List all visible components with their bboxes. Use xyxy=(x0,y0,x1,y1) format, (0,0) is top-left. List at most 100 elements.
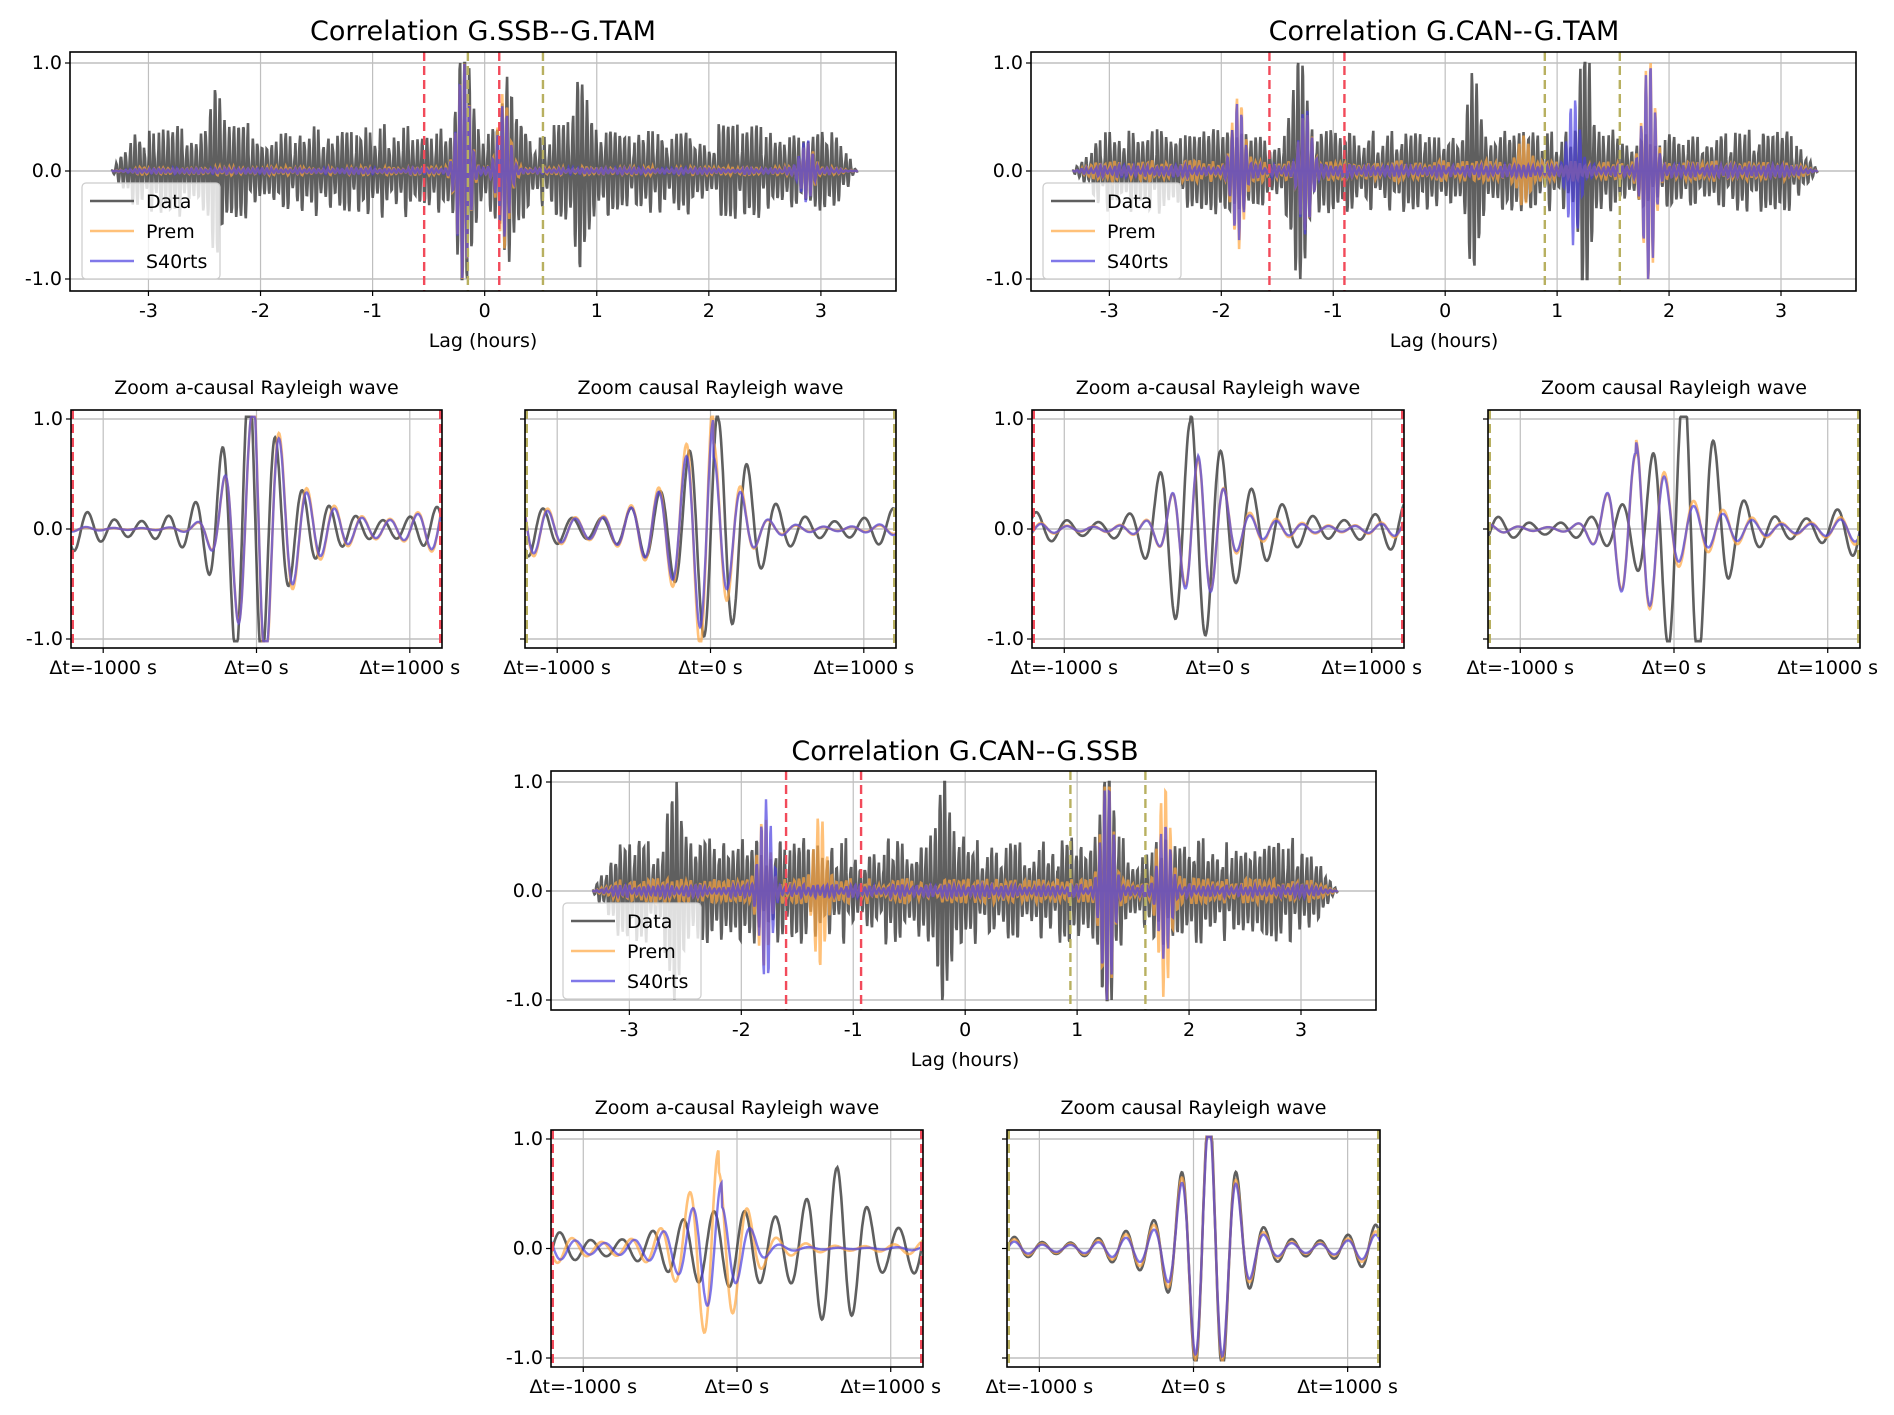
zoom-series-s40rts-line xyxy=(1007,1135,1380,1359)
axis-xtick-label: 2 xyxy=(1663,300,1675,322)
plot-area xyxy=(110,52,859,291)
zoom-axis-ytick-label: 1.0 xyxy=(513,1128,543,1150)
zoom-axis-xtick-label: Δt=1000 s xyxy=(840,1376,941,1398)
chart-can_tam: Correlation G.CAN--G.TAM -3 -2 -1 0 1 2 3 1.0 0.0… xyxy=(986,16,1857,352)
zoom-title: Zoom a-causal Rayleigh wave xyxy=(114,377,398,399)
x-axis-label: Lag (hours) xyxy=(911,1049,1020,1071)
axis-xtick-label: 3 xyxy=(1295,1019,1307,1041)
x-axis-label: Lag (hours) xyxy=(1390,330,1499,352)
axis-xtick-label: 0 xyxy=(479,300,491,322)
zoom-plot-area xyxy=(1032,410,1404,648)
x-axis-label: Lag (hours) xyxy=(429,330,538,352)
series-s40rts-line xyxy=(1072,68,1819,280)
axis-xtick-label: 3 xyxy=(815,300,827,322)
zoom-plot-area xyxy=(1488,410,1860,648)
legend: Data Prem S40rts xyxy=(562,902,702,1000)
axis-xtick-label: -3 xyxy=(139,300,158,322)
legend-box xyxy=(81,182,221,280)
chart-title: Correlation G.CAN--G.TAM xyxy=(1269,16,1620,47)
axis-xtick-label: -1 xyxy=(1324,300,1343,322)
legend-label-prem: Prem xyxy=(146,221,195,243)
legend-label-data: Data xyxy=(1107,191,1152,213)
zoom-axis-ytick-label: -1.0 xyxy=(506,1347,543,1369)
zoom-series-s40rts-line xyxy=(71,415,442,643)
zoom-axis-ytick-label: 0.0 xyxy=(994,518,1024,540)
zoom-axis-xtick-label: Δt=1000 s xyxy=(1777,657,1878,679)
zoom-axes-frame xyxy=(1031,409,1405,649)
legend-box xyxy=(562,902,702,1000)
zoom-series-prem-line xyxy=(551,1149,923,1335)
zoom-axis-xtick-label: Δt=-1000 s xyxy=(1467,657,1575,679)
zoom-acausal-ssb_tam: Zoom a-causal Rayleigh wave Δt=-1000 s Δt=… xyxy=(26,377,460,679)
zoom-series-s40rts-line xyxy=(525,419,896,630)
legend-label-data: Data xyxy=(146,191,191,213)
legend-label-s40rts: S40rts xyxy=(146,251,207,273)
series-s40rts-line xyxy=(592,789,1339,1001)
zoom-series-data-line xyxy=(71,415,442,643)
zoom-axes-frame xyxy=(1487,409,1861,649)
zoom-causal-ssb_tam: Zoom causal Rayleigh wave Δt=-1000 s Δt=0 … xyxy=(503,377,914,679)
zoom-title: Zoom causal Rayleigh wave xyxy=(1061,1097,1327,1119)
axes-frame xyxy=(1030,51,1857,292)
zoom-axis-xtick-label: Δt=0 s xyxy=(224,657,288,679)
zoom-acausal-can_ssb: Zoom a-causal Rayleigh wave Δt=-1000 s Δt=… xyxy=(506,1097,941,1398)
zoom-title: Zoom a-causal Rayleigh wave xyxy=(595,1097,879,1119)
zoom-axis-xtick-label: Δt=-1000 s xyxy=(986,1376,1094,1398)
zoom-plot-area xyxy=(71,410,442,648)
chart-title: Correlation G.SSB--G.TAM xyxy=(310,16,656,47)
axis-xtick-label: -1 xyxy=(844,1019,863,1041)
chart-title: Correlation G.CAN--G.SSB xyxy=(791,736,1138,767)
axis-ytick-label: -1.0 xyxy=(25,268,62,290)
legend: Data Prem S40rts xyxy=(1042,182,1182,280)
chart-ssb_tam: Correlation G.SSB--G.TAM -3 -2 -1 0 1 2 3 1.0 0.0… xyxy=(25,16,897,352)
axis-xtick-label: 3 xyxy=(1775,300,1787,322)
axis-ytick-label: 0.0 xyxy=(32,160,62,182)
legend-box xyxy=(1042,182,1182,280)
zoom-plot-area xyxy=(1007,1130,1380,1367)
legend-label-s40rts: S40rts xyxy=(1107,251,1168,273)
legend-label-prem: Prem xyxy=(1107,221,1156,243)
series-data-line xyxy=(1071,61,1819,281)
axis-xtick-label: 0 xyxy=(959,1019,971,1041)
zoom-acausal-can_tam: Zoom a-causal Rayleigh wave Δt=-1000 s Δt=… xyxy=(987,377,1422,679)
legend-label-s40rts: S40rts xyxy=(627,971,688,993)
zoom-axis-ytick-label: 1.0 xyxy=(33,408,63,430)
axis-ytick-label: 1.0 xyxy=(513,771,543,793)
zoom-axis-ytick-label: 0.0 xyxy=(33,518,63,540)
zoom-title: Zoom causal Rayleigh wave xyxy=(578,377,844,399)
zoom-causal-can_ssb: Zoom causal Rayleigh wave Δt=-1000 s Δt=0 … xyxy=(986,1097,1398,1398)
axis-xtick-label: -2 xyxy=(251,300,270,322)
zoom-axis-xtick-label: Δt=1000 s xyxy=(813,657,914,679)
axis-xtick-label: 2 xyxy=(703,300,715,322)
legend-label-prem: Prem xyxy=(627,941,676,963)
axes-frame xyxy=(69,51,897,292)
chart-can_ssb: Correlation G.CAN--G.SSB -3 -2 -1 0 1 2 3 1.0 0.0… xyxy=(506,736,1377,1071)
axis-ytick-label: -1.0 xyxy=(506,989,543,1011)
zoom-axis-xtick-label: Δt=1000 s xyxy=(1321,657,1422,679)
series-s40rts-line xyxy=(111,63,858,279)
legend: Data Prem S40rts xyxy=(81,182,221,280)
zoom-axes-frame xyxy=(70,409,443,649)
axis-ytick-label: -1.0 xyxy=(986,268,1023,290)
axis-xtick-label: 0 xyxy=(1439,300,1451,322)
zoom-axis-ytick-label: -1.0 xyxy=(26,628,63,650)
plot-area xyxy=(1071,52,1819,291)
axis-xtick-label: -3 xyxy=(620,1019,639,1041)
zoom-series-data-line xyxy=(1032,415,1404,637)
axis-ytick-label: 0.0 xyxy=(993,160,1023,182)
zoom-axis-xtick-label: Δt=1000 s xyxy=(359,657,460,679)
zoom-series-s40rts-line xyxy=(1032,452,1404,594)
zoom-axis-xtick-label: Δt=-1000 s xyxy=(49,657,157,679)
zoom-axis-xtick-label: Δt=-1000 s xyxy=(503,657,611,679)
zoom-axis-xtick-label: Δt=1000 s xyxy=(1297,1376,1398,1398)
zoom-axis-ytick-label: -1.0 xyxy=(987,628,1024,650)
axis-ytick-label: 1.0 xyxy=(32,52,62,74)
zoom-axis-ytick-label: 1.0 xyxy=(994,408,1024,430)
axis-xtick-label: 1 xyxy=(591,300,603,322)
zoom-causal-can_tam: Zoom causal Rayleigh wave Δt=-1000 s Δt=0 … xyxy=(1467,377,1879,679)
axis-xtick-label: -2 xyxy=(732,1019,751,1041)
axes-frame xyxy=(550,770,1377,1011)
zoom-plot-area xyxy=(525,410,896,648)
zoom-axis-xtick-label: Δt=0 s xyxy=(678,657,742,679)
